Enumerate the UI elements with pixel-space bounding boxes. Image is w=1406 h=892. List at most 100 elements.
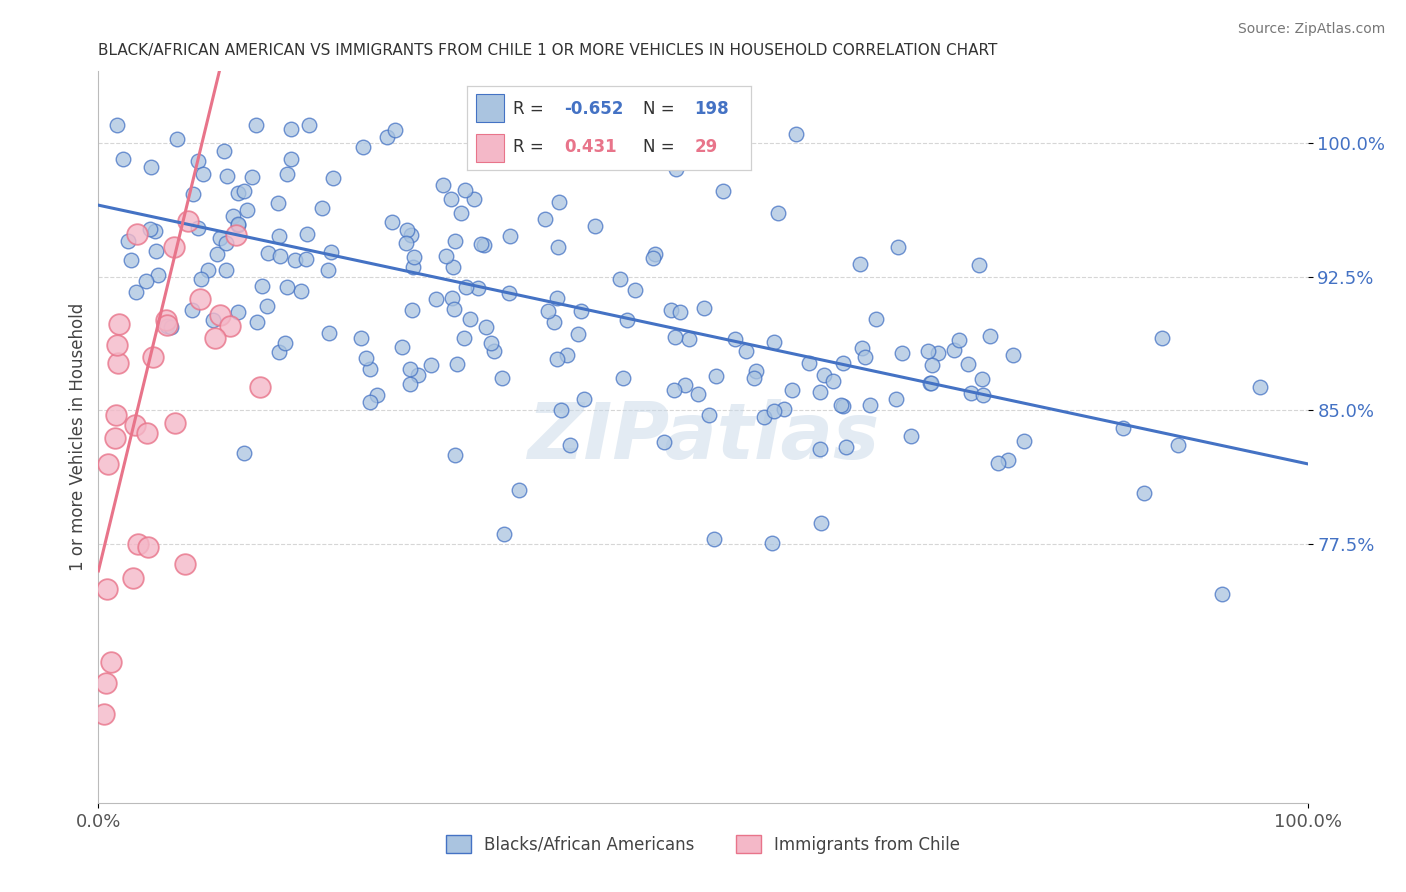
Point	[432, 178, 454, 192]
Point	[205, 247, 228, 261]
Point	[319, 245, 342, 260]
Point	[927, 346, 949, 360]
Point	[139, 222, 162, 236]
Point	[226, 186, 249, 201]
Point	[832, 400, 855, 414]
Point	[117, 234, 139, 248]
Point	[395, 236, 418, 251]
Point	[612, 371, 634, 385]
Text: BLACK/AFRICAN AMERICAN VS IMMIGRANTS FROM CHILE 1 OR MORE VEHICLES IN HOUSEHOLD : BLACK/AFRICAN AMERICAN VS IMMIGRANTS FRO…	[98, 43, 998, 58]
Point	[499, 229, 522, 244]
Point	[318, 326, 340, 341]
Point	[267, 229, 290, 244]
Point	[546, 351, 568, 366]
Point	[808, 442, 831, 456]
Point	[1132, 485, 1154, 500]
Point	[849, 257, 872, 271]
Point	[93, 706, 115, 721]
Point	[808, 384, 831, 399]
Point	[609, 272, 631, 286]
Point	[267, 344, 290, 359]
Point	[177, 214, 200, 228]
Point	[890, 346, 912, 360]
Point	[943, 343, 966, 357]
Point	[664, 329, 686, 343]
Point	[425, 292, 447, 306]
Point	[191, 168, 214, 182]
Point	[94, 676, 117, 690]
Point	[546, 292, 568, 306]
Point	[1211, 587, 1233, 601]
Point	[256, 299, 278, 313]
Point	[350, 331, 373, 345]
Point	[366, 388, 388, 402]
Point	[107, 355, 129, 369]
Point	[474, 135, 496, 149]
Point	[641, 251, 664, 265]
Point	[352, 140, 374, 154]
Point	[458, 312, 481, 326]
Point	[187, 220, 209, 235]
Point	[105, 118, 128, 132]
Point	[467, 281, 489, 295]
Point	[401, 228, 423, 243]
Point	[444, 448, 467, 462]
Point	[463, 192, 485, 206]
Point	[249, 380, 271, 394]
Point	[957, 357, 980, 371]
Point	[359, 362, 381, 376]
Point	[735, 344, 758, 359]
Point	[704, 368, 727, 383]
Point	[624, 283, 647, 297]
Point	[1002, 348, 1025, 362]
Point	[276, 280, 298, 294]
Point	[813, 368, 835, 382]
Point	[215, 236, 238, 251]
Point	[104, 408, 127, 422]
Point	[508, 483, 530, 497]
Legend: Blacks/African Americans, Immigrants from Chile: Blacks/African Americans, Immigrants fro…	[439, 829, 967, 860]
Point	[752, 409, 775, 424]
Point	[145, 244, 167, 258]
Point	[225, 227, 247, 242]
Point	[222, 209, 245, 223]
Point	[537, 303, 560, 318]
Text: ZIPatlas: ZIPatlas	[527, 399, 879, 475]
Point	[103, 431, 125, 445]
Point	[290, 284, 312, 298]
Point	[146, 268, 169, 283]
Point	[441, 260, 464, 275]
Point	[294, 252, 316, 266]
Point	[212, 144, 235, 158]
Point	[124, 418, 146, 433]
Point	[555, 348, 578, 362]
Y-axis label: 1 or more Vehicles in Household: 1 or more Vehicles in Household	[69, 303, 87, 571]
Point	[121, 571, 143, 585]
Point	[920, 376, 942, 391]
Point	[703, 532, 725, 546]
Point	[673, 377, 696, 392]
Point	[246, 315, 269, 329]
Point	[443, 234, 465, 248]
Point	[567, 326, 589, 341]
Point	[1111, 421, 1133, 435]
Point	[245, 118, 267, 132]
Point	[920, 376, 942, 390]
Point	[558, 438, 581, 452]
Point	[1167, 438, 1189, 452]
Point	[668, 305, 690, 319]
Point	[136, 425, 159, 440]
Point	[318, 263, 340, 277]
Point	[125, 285, 148, 300]
Point	[396, 223, 419, 237]
Point	[550, 403, 572, 417]
Point	[1150, 331, 1173, 345]
Point	[163, 239, 186, 253]
Point	[232, 184, 254, 198]
Point	[276, 167, 298, 181]
Point	[664, 383, 686, 397]
Point	[742, 371, 765, 385]
Point	[900, 429, 922, 443]
Point	[295, 227, 318, 241]
Point	[697, 408, 720, 422]
